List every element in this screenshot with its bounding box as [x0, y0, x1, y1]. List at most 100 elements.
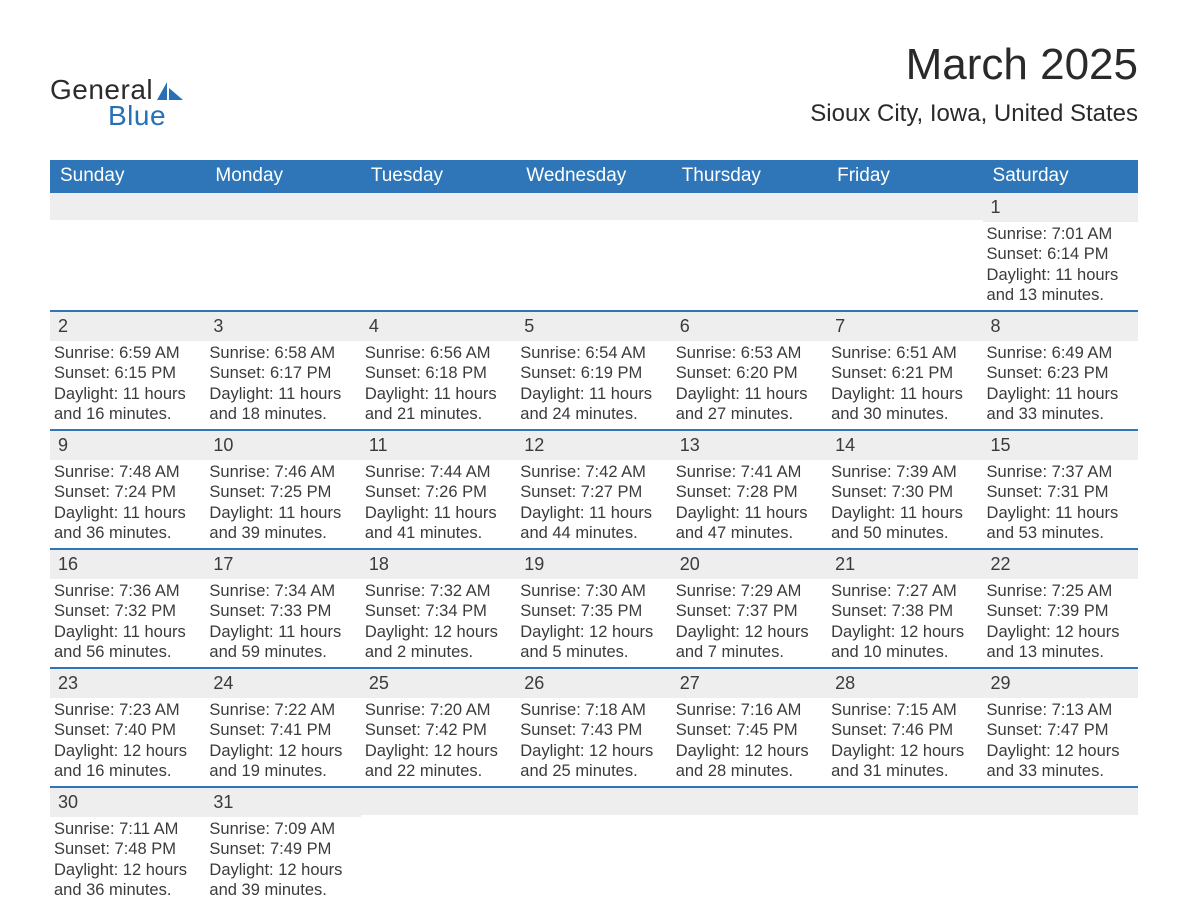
day-body: Sunrise: 7:20 AMSunset: 7:42 PMDaylight:… [361, 698, 516, 787]
daylight-line: Daylight: 12 hours and 13 minutes. [987, 622, 1134, 663]
day-number: 13 [672, 431, 827, 460]
calendar-cell [827, 787, 982, 905]
sunrise-line: Sunrise: 7:32 AM [365, 581, 512, 602]
day-number-empty [672, 788, 827, 815]
weekday-header: Tuesday [361, 160, 516, 193]
sunrise-line: Sunrise: 7:46 AM [209, 462, 356, 483]
day-body: Sunrise: 7:44 AMSunset: 7:26 PMDaylight:… [361, 460, 516, 549]
day-body: Sunrise: 7:42 AMSunset: 7:27 PMDaylight:… [516, 460, 671, 549]
sunset-line: Sunset: 6:21 PM [831, 363, 978, 384]
daylight-line: Daylight: 11 hours and 36 minutes. [54, 503, 201, 544]
day-body: Sunrise: 7:11 AMSunset: 7:48 PMDaylight:… [50, 817, 205, 906]
day-number: 1 [983, 193, 1138, 222]
calendar-cell: 3Sunrise: 6:58 AMSunset: 6:17 PMDaylight… [205, 311, 360, 430]
daylight-line: Daylight: 12 hours and 16 minutes. [54, 741, 201, 782]
calendar-cell: 12Sunrise: 7:42 AMSunset: 7:27 PMDayligh… [516, 430, 671, 549]
sunrise-line: Sunrise: 7:27 AM [831, 581, 978, 602]
day-number: 26 [516, 669, 671, 698]
calendar-cell: 24Sunrise: 7:22 AMSunset: 7:41 PMDayligh… [205, 668, 360, 787]
calendar-cell: 22Sunrise: 7:25 AMSunset: 7:39 PMDayligh… [983, 549, 1138, 668]
day-number: 19 [516, 550, 671, 579]
sunrise-line: Sunrise: 6:49 AM [987, 343, 1134, 364]
sunset-line: Sunset: 7:33 PM [209, 601, 356, 622]
sunset-line: Sunset: 6:17 PM [209, 363, 356, 384]
day-number: 11 [361, 431, 516, 460]
calendar-cell: 4Sunrise: 6:56 AMSunset: 6:18 PMDaylight… [361, 311, 516, 430]
calendar-cell: 14Sunrise: 7:39 AMSunset: 7:30 PMDayligh… [827, 430, 982, 549]
day-body: Sunrise: 7:36 AMSunset: 7:32 PMDaylight:… [50, 579, 205, 668]
sunset-line: Sunset: 7:40 PM [54, 720, 201, 741]
sunrise-line: Sunrise: 6:58 AM [209, 343, 356, 364]
sunrise-line: Sunrise: 7:23 AM [54, 700, 201, 721]
daylight-line: Daylight: 11 hours and 50 minutes. [831, 503, 978, 544]
day-body: Sunrise: 7:18 AMSunset: 7:43 PMDaylight:… [516, 698, 671, 787]
calendar-cell: 10Sunrise: 7:46 AMSunset: 7:25 PMDayligh… [205, 430, 360, 549]
calendar-week-row: 30Sunrise: 7:11 AMSunset: 7:48 PMDayligh… [50, 787, 1138, 905]
calendar-cell: 9Sunrise: 7:48 AMSunset: 7:24 PMDaylight… [50, 430, 205, 549]
calendar-cell: 11Sunrise: 7:44 AMSunset: 7:26 PMDayligh… [361, 430, 516, 549]
calendar-cell [361, 193, 516, 311]
day-number-empty [983, 788, 1138, 815]
sunrise-line: Sunrise: 7:41 AM [676, 462, 823, 483]
sunrise-line: Sunrise: 7:09 AM [209, 819, 356, 840]
day-number-empty [361, 788, 516, 815]
calendar-cell: 5Sunrise: 6:54 AMSunset: 6:19 PMDaylight… [516, 311, 671, 430]
day-body: Sunrise: 6:51 AMSunset: 6:21 PMDaylight:… [827, 341, 982, 430]
daylight-line: Daylight: 12 hours and 36 minutes. [54, 860, 201, 901]
day-body: Sunrise: 6:58 AMSunset: 6:17 PMDaylight:… [205, 341, 360, 430]
calendar-cell: 23Sunrise: 7:23 AMSunset: 7:40 PMDayligh… [50, 668, 205, 787]
sunrise-line: Sunrise: 7:25 AM [987, 581, 1134, 602]
calendar-cell: 1Sunrise: 7:01 AMSunset: 6:14 PMDaylight… [983, 193, 1138, 311]
day-body-empty [672, 220, 827, 226]
calendar-cell [516, 787, 671, 905]
calendar-cell [983, 787, 1138, 905]
day-number: 24 [205, 669, 360, 698]
day-number: 27 [672, 669, 827, 698]
daylight-line: Daylight: 11 hours and 41 minutes. [365, 503, 512, 544]
calendar-cell [672, 787, 827, 905]
sunrise-line: Sunrise: 7:16 AM [676, 700, 823, 721]
calendar-cell: 18Sunrise: 7:32 AMSunset: 7:34 PMDayligh… [361, 549, 516, 668]
day-number: 31 [205, 788, 360, 817]
logo: General Blue [50, 74, 183, 132]
day-number: 21 [827, 550, 982, 579]
day-body-empty [827, 815, 982, 821]
calendar-cell [50, 193, 205, 311]
calendar-week-row: 1Sunrise: 7:01 AMSunset: 6:14 PMDaylight… [50, 193, 1138, 311]
calendar-week-row: 9Sunrise: 7:48 AMSunset: 7:24 PMDaylight… [50, 430, 1138, 549]
day-body: Sunrise: 7:25 AMSunset: 7:39 PMDaylight:… [983, 579, 1138, 668]
daylight-line: Daylight: 11 hours and 16 minutes. [54, 384, 201, 425]
daylight-line: Daylight: 12 hours and 31 minutes. [831, 741, 978, 782]
sunset-line: Sunset: 7:28 PM [676, 482, 823, 503]
day-body-empty [983, 815, 1138, 821]
day-body-empty [672, 815, 827, 821]
day-body: Sunrise: 7:32 AMSunset: 7:34 PMDaylight:… [361, 579, 516, 668]
day-number: 8 [983, 312, 1138, 341]
day-body-empty [516, 220, 671, 226]
sunset-line: Sunset: 6:19 PM [520, 363, 667, 384]
sunrise-line: Sunrise: 6:51 AM [831, 343, 978, 364]
day-number: 29 [983, 669, 1138, 698]
calendar-cell [361, 787, 516, 905]
day-body-empty [361, 815, 516, 821]
day-body: Sunrise: 6:54 AMSunset: 6:19 PMDaylight:… [516, 341, 671, 430]
sunrise-line: Sunrise: 7:48 AM [54, 462, 201, 483]
calendar-cell: 17Sunrise: 7:34 AMSunset: 7:33 PMDayligh… [205, 549, 360, 668]
sunset-line: Sunset: 7:31 PM [987, 482, 1134, 503]
weekday-header: Sunday [50, 160, 205, 193]
calendar-cell: 25Sunrise: 7:20 AMSunset: 7:42 PMDayligh… [361, 668, 516, 787]
sunset-line: Sunset: 6:14 PM [987, 244, 1134, 265]
sunset-line: Sunset: 7:26 PM [365, 482, 512, 503]
day-body: Sunrise: 7:34 AMSunset: 7:33 PMDaylight:… [205, 579, 360, 668]
day-number-empty [827, 193, 982, 220]
day-number: 23 [50, 669, 205, 698]
sunset-line: Sunset: 6:20 PM [676, 363, 823, 384]
daylight-line: Daylight: 12 hours and 2 minutes. [365, 622, 512, 663]
sunrise-line: Sunrise: 6:56 AM [365, 343, 512, 364]
daylight-line: Daylight: 11 hours and 39 minutes. [209, 503, 356, 544]
day-body-empty [361, 220, 516, 226]
sunset-line: Sunset: 7:47 PM [987, 720, 1134, 741]
daylight-line: Daylight: 11 hours and 24 minutes. [520, 384, 667, 425]
sunset-line: Sunset: 7:24 PM [54, 482, 201, 503]
calendar-cell [205, 193, 360, 311]
